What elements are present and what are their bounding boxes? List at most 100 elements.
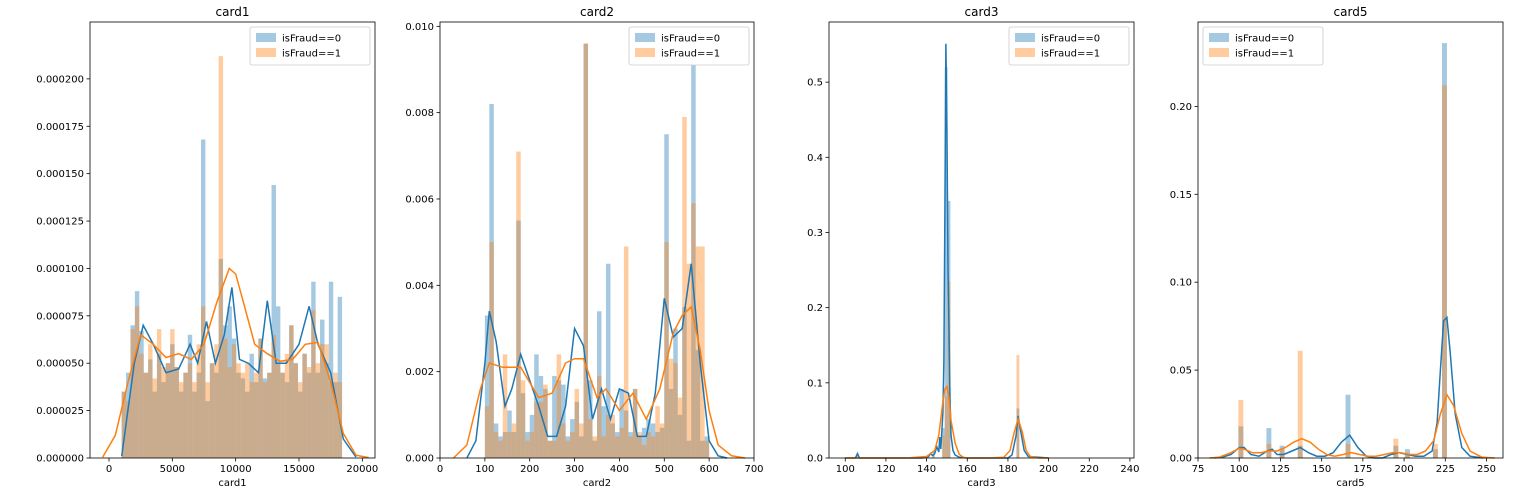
hist-bar	[597, 311, 602, 458]
y-tick-label: 0.000150	[36, 169, 84, 180]
hist-bar	[262, 378, 268, 458]
hist-bar	[1404, 452, 1410, 458]
hist-bar	[231, 344, 237, 458]
chart-title: card3	[965, 5, 999, 19]
x-tick-label: 220	[1080, 464, 1099, 475]
y-tick-label: 0.2	[807, 303, 823, 314]
hist-bar	[1297, 445, 1303, 458]
hist-bar	[529, 414, 535, 458]
hist-bar	[623, 246, 629, 458]
y-tick-label: 0.008	[405, 108, 434, 119]
hist-bar	[682, 116, 687, 458]
hist-bar	[324, 363, 329, 458]
x-tick-label: 150	[1312, 464, 1331, 475]
hist-bar	[192, 391, 197, 458]
hist-bar	[240, 378, 246, 458]
legend-swatch	[1209, 33, 1229, 42]
hist-bar	[619, 427, 624, 458]
hist-bar	[275, 363, 281, 458]
hist-bar	[619, 388, 624, 458]
hist-bar	[583, 43, 589, 458]
hist-bar	[673, 328, 678, 458]
hist-bar	[121, 391, 127, 458]
x-tick-label: 5000	[160, 464, 185, 475]
hist-bar	[156, 353, 162, 458]
y-tick-label: 0.5	[807, 78, 823, 89]
y-tick-label: 0.15	[1170, 190, 1192, 201]
hist-bar	[223, 325, 228, 458]
hist-bar	[668, 358, 674, 458]
hist-bar	[628, 432, 633, 458]
hist-bar	[493, 432, 499, 458]
x-tick-label: 175	[1353, 464, 1372, 475]
hist-bar	[592, 440, 597, 458]
hist-bar	[583, 43, 589, 458]
hist-bar	[130, 325, 135, 458]
hist-bar	[579, 436, 584, 458]
hist-bar	[511, 432, 517, 458]
hist-bar	[516, 151, 521, 458]
hist-bar	[253, 382, 259, 458]
x-tick-label: 100	[475, 464, 494, 475]
x-tick-label: 300	[565, 464, 584, 475]
hist-bar	[529, 432, 535, 458]
legend-swatch	[635, 33, 655, 42]
y-tick-label: 0.000175	[36, 122, 84, 133]
hist-bar	[218, 258, 224, 458]
y-tick-label: 0.00	[1170, 454, 1192, 465]
legend-box	[628, 26, 750, 66]
hist-bar	[152, 391, 157, 458]
hist-bar	[592, 436, 597, 458]
kde-line-0	[845, 43, 1049, 459]
kde-line-1	[102, 267, 369, 459]
hist-bar	[538, 401, 544, 458]
axes-frame	[1197, 21, 1504, 459]
hist-bar	[156, 329, 162, 458]
legend-swatch	[256, 33, 276, 42]
hist-bar	[209, 363, 215, 458]
hist-bar	[704, 436, 710, 458]
axes-frame	[439, 21, 755, 459]
hist-bar	[240, 372, 246, 458]
hist-bar	[271, 334, 276, 458]
hist-bar	[148, 359, 153, 458]
hist-bar	[650, 423, 656, 458]
axes-frame	[89, 21, 376, 459]
hist-bar	[1432, 443, 1438, 458]
hist-bar	[565, 436, 571, 458]
x-tick-label: 600	[700, 464, 719, 475]
x-tick-label: 15000	[283, 464, 315, 475]
hist-bar	[205, 382, 210, 458]
hist-bar	[498, 436, 503, 458]
y-tick-label: 0.010	[405, 22, 434, 33]
y-tick-label: 0.3	[807, 228, 823, 239]
legend-label: isFraud==0	[282, 34, 341, 45]
hist-bar	[271, 185, 276, 458]
hist-bar	[856, 454, 859, 458]
legend: isFraud==0 isFraud==1	[1202, 26, 1324, 66]
hist-bar	[249, 382, 254, 458]
hist-bar	[205, 401, 210, 458]
hist-bar	[1345, 443, 1351, 458]
x-tick-label: 700	[744, 464, 763, 475]
hist-bar	[601, 406, 606, 458]
hist-bar	[543, 384, 548, 458]
hist-bar	[655, 406, 660, 458]
hist-bar	[641, 445, 647, 458]
hist-bar	[942, 427, 945, 458]
hist-bar	[574, 401, 580, 458]
hist-bar	[614, 432, 620, 458]
hist-bar	[126, 401, 131, 458]
hist-bar	[333, 382, 338, 458]
hist-bar	[139, 330, 144, 458]
hist-bar	[484, 406, 490, 458]
hist-bar	[525, 432, 530, 458]
legend-swatch	[256, 48, 276, 57]
x-tick-label: 0	[106, 464, 112, 475]
x-axis-label: card1	[218, 478, 246, 489]
hist-bar	[601, 436, 606, 458]
hist-bar	[161, 382, 166, 458]
hist-bar	[695, 246, 701, 458]
hist-bar	[152, 378, 157, 458]
